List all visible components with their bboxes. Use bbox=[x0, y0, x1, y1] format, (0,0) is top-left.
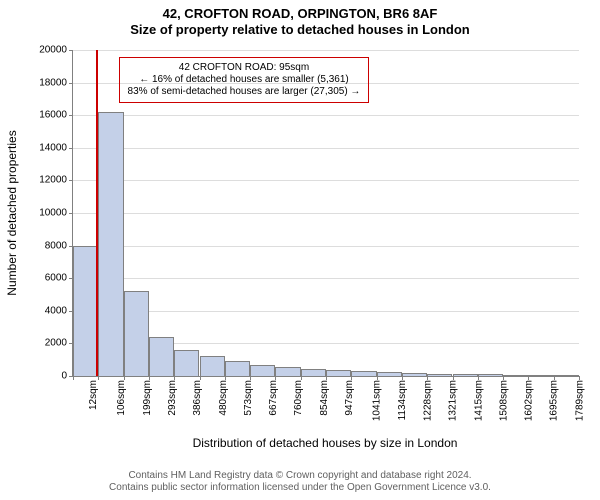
x-axis-label: Distribution of detached houses by size … bbox=[72, 436, 578, 450]
gridline bbox=[73, 213, 579, 214]
footer-line-1: Contains HM Land Registry data © Crown c… bbox=[0, 470, 600, 482]
bar bbox=[275, 367, 300, 376]
footer-line-2: Contains public sector information licen… bbox=[0, 482, 600, 494]
bar bbox=[554, 375, 579, 376]
annotation-box: 42 CROFTON ROAD: 95sqm← 16% of detached … bbox=[119, 57, 370, 103]
bar bbox=[377, 372, 402, 376]
bar bbox=[478, 374, 503, 376]
x-tick-label: 947sqm bbox=[344, 380, 355, 416]
x-tick-label: 1508sqm bbox=[498, 380, 509, 421]
x-tick-label: 106sqm bbox=[116, 380, 127, 416]
x-tick-label: 1789sqm bbox=[574, 380, 585, 421]
bar bbox=[98, 112, 123, 376]
bar bbox=[326, 370, 351, 376]
annotation-line: 42 CROFTON ROAD: 95sqm bbox=[128, 62, 361, 74]
title-address: 42, CROFTON ROAD, ORPINGTON, BR6 8AF bbox=[0, 6, 600, 22]
title-subtitle: Size of property relative to detached ho… bbox=[0, 22, 600, 38]
gridline bbox=[73, 115, 579, 116]
bar bbox=[503, 375, 528, 376]
titles: 42, CROFTON ROAD, ORPINGTON, BR6 8AF Siz… bbox=[0, 0, 600, 37]
y-tick-label: 12000 bbox=[39, 175, 73, 186]
y-tick-label: 4000 bbox=[45, 305, 73, 316]
gridline bbox=[73, 180, 579, 181]
y-tick-label: 8000 bbox=[45, 240, 73, 251]
x-tick-label: 573sqm bbox=[243, 380, 254, 416]
x-tick-label: 1134sqm bbox=[397, 380, 408, 420]
y-tick-label: 10000 bbox=[39, 208, 73, 219]
x-tick-label: 760sqm bbox=[293, 380, 304, 416]
y-tick-label: 18000 bbox=[39, 77, 73, 88]
footer: Contains HM Land Registry data © Crown c… bbox=[0, 470, 600, 494]
gridline bbox=[73, 246, 579, 247]
x-tick-label: 480sqm bbox=[217, 380, 228, 416]
bar bbox=[250, 365, 275, 376]
bar bbox=[402, 373, 427, 376]
bar bbox=[528, 375, 553, 376]
bar bbox=[174, 350, 199, 376]
gridline bbox=[73, 148, 579, 149]
x-tick-label: 12sqm bbox=[88, 380, 99, 410]
x-tick-label: 1321sqm bbox=[448, 380, 459, 421]
bar bbox=[351, 371, 376, 376]
plot-area: 0200040006000800010000120001400016000180… bbox=[72, 50, 579, 377]
y-tick-label: 2000 bbox=[45, 338, 73, 349]
x-tick-label: 854sqm bbox=[318, 380, 329, 416]
x-tick-label: 293sqm bbox=[167, 380, 178, 416]
y-tick-label: 16000 bbox=[39, 110, 73, 121]
x-tick-label: 386sqm bbox=[192, 380, 203, 416]
x-tick-label: 1228sqm bbox=[422, 380, 433, 421]
x-tick-label: 1415sqm bbox=[473, 380, 484, 421]
y-tick-label: 14000 bbox=[39, 142, 73, 153]
chart-container: 42, CROFTON ROAD, ORPINGTON, BR6 8AF Siz… bbox=[0, 0, 600, 500]
bar bbox=[453, 374, 478, 376]
bar bbox=[427, 374, 452, 376]
bar bbox=[301, 369, 326, 376]
gridline bbox=[73, 50, 579, 51]
bar bbox=[73, 246, 98, 376]
y-tick-label: 20000 bbox=[39, 45, 73, 56]
bar bbox=[200, 356, 225, 376]
x-tick-label: 199sqm bbox=[141, 380, 152, 416]
y-tick-label: 0 bbox=[61, 371, 73, 382]
gridline bbox=[73, 311, 579, 312]
gridline bbox=[73, 278, 579, 279]
x-tick-label: 1602sqm bbox=[524, 380, 535, 421]
bar bbox=[124, 291, 149, 376]
x-tick-label: 667sqm bbox=[268, 380, 279, 416]
annotation-line: 83% of semi-detached houses are larger (… bbox=[128, 86, 361, 98]
x-tick-label: 1695sqm bbox=[549, 380, 560, 421]
bar bbox=[149, 337, 174, 376]
x-tick-label: 1041sqm bbox=[372, 380, 383, 421]
bar bbox=[225, 361, 250, 376]
annotation-line: ← 16% of detached houses are smaller (5,… bbox=[128, 74, 361, 86]
y-tick-label: 6000 bbox=[45, 273, 73, 284]
property-marker-line bbox=[96, 50, 98, 376]
y-axis-label: Number of detached properties bbox=[5, 130, 19, 295]
